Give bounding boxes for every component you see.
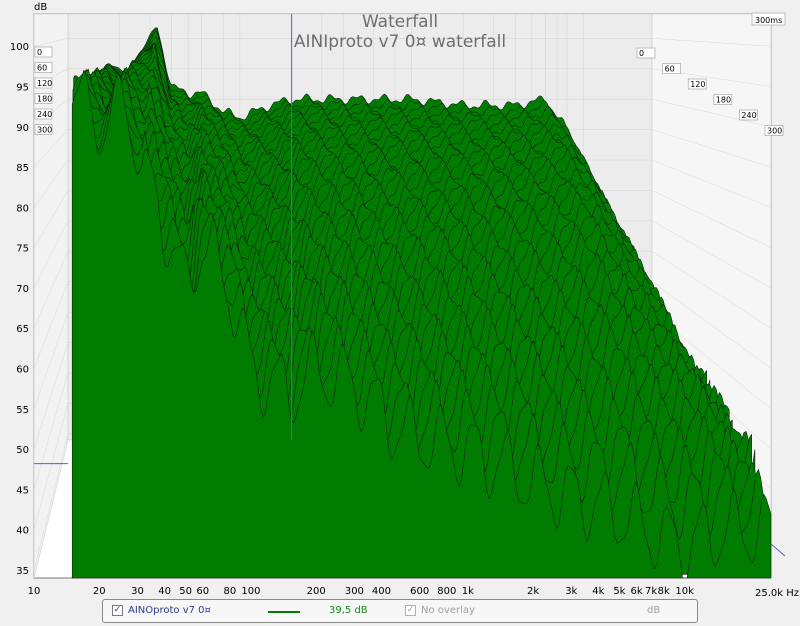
y-tick-label: 85	[16, 163, 29, 174]
time-label-right: 0	[639, 49, 644, 58]
time-label-box-right	[636, 47, 656, 59]
y-tick-label: 90	[16, 123, 29, 134]
grid-line-wall-left	[33, 342, 69, 450]
x-tick-label: 8k	[658, 586, 670, 596]
waterfall-slice	[71, 70, 772, 579]
grid-line-floor	[33, 439, 69, 579]
waterfall-slices	[71, 27, 772, 579]
grid-line-wall-left	[33, 220, 69, 289]
x-tick-label: 300	[345, 586, 364, 596]
grid-line-wall-left	[33, 372, 69, 490]
y-tick-label: 55	[16, 405, 29, 416]
x-axis-end-label: 25,0k Hz	[755, 588, 799, 596]
time-label-box-right	[713, 94, 733, 105]
series-name: AINOproto v7 0¤	[128, 605, 211, 616]
time-label-box-right	[739, 109, 758, 121]
y-tick-label: 80	[16, 203, 29, 214]
grid-line-wall-right	[651, 159, 772, 208]
x-tick-label: 7k	[645, 586, 657, 596]
time-label-box-right	[687, 78, 707, 90]
x-tick-label: 2k	[527, 586, 539, 596]
time-label-box-left	[34, 124, 53, 135]
grid-line-wall-right	[651, 220, 772, 289]
time-label-right: 120	[690, 80, 705, 89]
x-tick-label: 1k	[462, 586, 474, 596]
time-label-left: 180	[37, 95, 52, 104]
grid-line-wall-left	[33, 251, 69, 329]
time-label-right: 180	[716, 96, 731, 105]
x-tick-label: 100	[241, 586, 260, 596]
y-tick-label: 75	[16, 244, 29, 255]
grid-line-wall-left	[33, 433, 69, 571]
series-swatch	[268, 611, 300, 613]
x-tick-label: 30	[131, 586, 144, 596]
time-label-box-left	[34, 108, 53, 120]
time-label-left: 300	[37, 126, 52, 135]
y-tick-label: 40	[16, 526, 29, 537]
grid-line-wall-right	[651, 38, 772, 47]
grid-line-wall-right	[651, 98, 772, 128]
time-label-box-right	[662, 63, 681, 74]
time-label-box-left	[34, 77, 53, 89]
time-label-right: 300	[767, 127, 782, 136]
x-tick-label: 400	[372, 586, 391, 596]
grid-line-wall-right	[651, 129, 772, 168]
y-axis-label: dB	[34, 2, 47, 13]
y-tick-label: 65	[16, 324, 29, 335]
y-tick-label: 95	[16, 83, 29, 94]
series-checkbox[interactable]: ✓	[112, 605, 123, 616]
x-tick-label: 5k	[613, 586, 625, 596]
grid-line-wall-left	[33, 403, 69, 530]
time-end-label: 300ms	[755, 16, 782, 25]
overlay-checkbox[interactable]: ✓	[405, 605, 416, 616]
chart-subtitle: AINIproto v7 0¤ waterfall	[294, 32, 506, 52]
y-tick-label: 35	[16, 566, 29, 577]
overlay-unit: dB	[647, 605, 661, 616]
time-end-box	[751, 12, 786, 26]
time-label-box-left	[34, 93, 53, 104]
x-tick-label: 200	[307, 586, 326, 596]
x-tick-label: 40	[158, 586, 171, 596]
time-label-right: 240	[741, 111, 756, 120]
grid-line-wall-right	[651, 190, 772, 248]
time-label-left: 60	[37, 64, 47, 73]
y-tick-label: 100	[10, 42, 29, 53]
time-label-box-left	[34, 46, 53, 58]
grid-line-wall-left	[33, 38, 69, 47]
y-tick-label: 45	[16, 485, 29, 496]
chart-title: Waterfall	[362, 12, 438, 32]
legend-bar: ✓ AINOproto v7 0¤ 39,5 dB ✓ No overlay d…	[102, 599, 698, 623]
time-label-right: 60	[665, 65, 675, 74]
x-tick-label: 600	[410, 586, 429, 596]
x-tick-label: 800	[437, 586, 456, 596]
waterfall-chart: 35 40 45 50 55 60 65 70 75 80 85 90 95 100 10 20 30 40 50 6…	[9, 2, 799, 596]
cursor-diagonal	[770, 543, 786, 557]
grid-line-wall-left	[33, 312, 69, 409]
time-label-left: 240	[37, 110, 52, 119]
overlay-label: No overlay	[421, 605, 475, 616]
x-tick-label: 20	[93, 586, 106, 596]
grid-line-wall-left	[33, 129, 69, 168]
x-tick-label: 3k	[565, 586, 577, 596]
grid-line-wall-left	[33, 281, 69, 369]
x-tick-label: 10	[28, 586, 41, 596]
grid-line-wall-left	[33, 190, 69, 248]
x-tick-label: 6k	[630, 586, 642, 596]
series-level: 39,5 dB	[329, 605, 368, 616]
grid-line-wall-left	[33, 159, 69, 208]
time-label-box-left	[34, 62, 53, 73]
x-tick-label: 50	[179, 586, 192, 596]
y-tick-label: 70	[16, 284, 29, 295]
grid-line-wall-right	[651, 281, 772, 369]
time-label-left: 120	[37, 79, 52, 88]
grid-line-wall-right	[651, 251, 772, 329]
y-tick-label: 60	[16, 365, 29, 376]
y-tick-label: 50	[16, 445, 29, 456]
x-tick-label: 80	[224, 586, 237, 596]
time-label-left: 0	[37, 48, 42, 57]
x-tick-label: 10k	[675, 586, 694, 596]
x-tick-label: 4k	[592, 586, 604, 596]
x-tick-label: 60	[196, 586, 209, 596]
time-label-box-right	[764, 125, 784, 136]
